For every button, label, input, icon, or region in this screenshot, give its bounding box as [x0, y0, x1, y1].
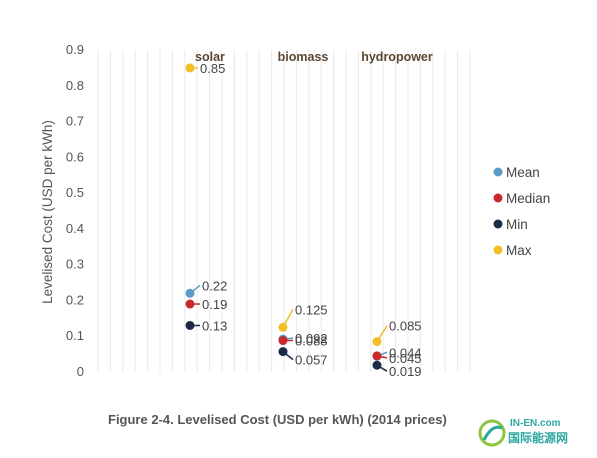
legend-marker — [493, 167, 503, 177]
legend-marker — [493, 219, 503, 229]
watermark-cjk: 国际能源网 — [508, 430, 568, 445]
y-tick-label: 0.5 — [66, 185, 84, 200]
y-tick-label: 0 — [77, 364, 84, 379]
y-tick-label: 0.8 — [66, 78, 84, 93]
legend-label: Min — [506, 217, 528, 232]
data-label: 0.019 — [389, 364, 422, 379]
legend-marker — [493, 193, 503, 203]
legend-label: Median — [506, 191, 550, 206]
category-labels: solar biomass hydropower — [195, 50, 433, 64]
watermark-logo: IN-EN.com 国际能源网 — [478, 418, 568, 447]
legend-label: Max — [506, 243, 532, 258]
legend-label: Mean — [506, 165, 540, 180]
vertical-gridlines — [97, 50, 471, 372]
data-point — [372, 351, 382, 361]
data-label: 0.125 — [295, 302, 328, 317]
data-label: 0.057 — [295, 353, 328, 368]
data-point — [185, 288, 195, 298]
y-tick-label: 0.2 — [66, 292, 84, 307]
y-tick-label: 0.9 — [66, 42, 84, 57]
data-point — [278, 336, 288, 346]
data-label: 0.045 — [389, 351, 422, 366]
data-points: 0.22 0.092 0.044 0.19 0.088 0.045 0.13 0.057 0.0… — [185, 61, 422, 379]
legend: Mean Median Min Max — [493, 165, 550, 258]
data-label: 0.22 — [202, 278, 227, 293]
data-point — [372, 337, 382, 347]
data-point — [185, 299, 195, 309]
figure-caption: Figure 2-4. Levelised Cost (USD per kWh)… — [108, 412, 447, 427]
y-axis-ticks: 0 0.1 0.2 0.3 0.4 0.5 0.6 0.7 0.8 0.9 — [66, 42, 84, 379]
data-point — [185, 63, 195, 73]
y-tick-label: 0.4 — [66, 221, 84, 236]
data-label: 0.085 — [389, 319, 422, 334]
data-point — [185, 320, 195, 330]
y-tick-label: 0.6 — [66, 149, 84, 164]
y-axis-title: Levelised Cost (USD per kWh) — [40, 120, 55, 304]
data-label: 0.088 — [295, 334, 328, 349]
data-label: 0.092 — [295, 331, 328, 346]
y-tick-label: 0.3 — [66, 257, 84, 272]
data-label: 0.19 — [202, 297, 227, 312]
data-label: 0.044 — [389, 345, 422, 360]
legend-marker — [493, 245, 503, 255]
category-label: biomass — [278, 50, 329, 64]
category-label: hydropower — [361, 50, 433, 64]
data-point — [372, 360, 382, 370]
data-point — [278, 322, 288, 332]
y-tick-label: 0.1 — [66, 328, 84, 343]
data-label: 0.85 — [200, 61, 225, 76]
category-label: solar — [195, 50, 225, 64]
data-point — [278, 347, 288, 357]
watermark-latin: IN-EN.com — [510, 418, 561, 429]
data-label: 0.13 — [202, 318, 227, 333]
y-tick-label: 0.7 — [66, 114, 84, 129]
